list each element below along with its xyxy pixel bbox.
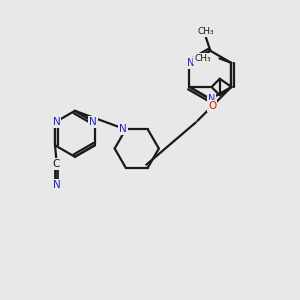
Text: C: C [53, 159, 60, 170]
Text: O: O [208, 101, 216, 111]
Text: CH₃: CH₃ [194, 54, 211, 63]
Text: N: N [119, 124, 127, 134]
Text: N: N [208, 94, 215, 104]
Text: CH₃: CH₃ [198, 27, 214, 36]
Text: N: N [52, 180, 60, 190]
Text: N: N [187, 58, 195, 68]
Text: N: N [52, 117, 60, 127]
Text: N: N [89, 117, 97, 127]
